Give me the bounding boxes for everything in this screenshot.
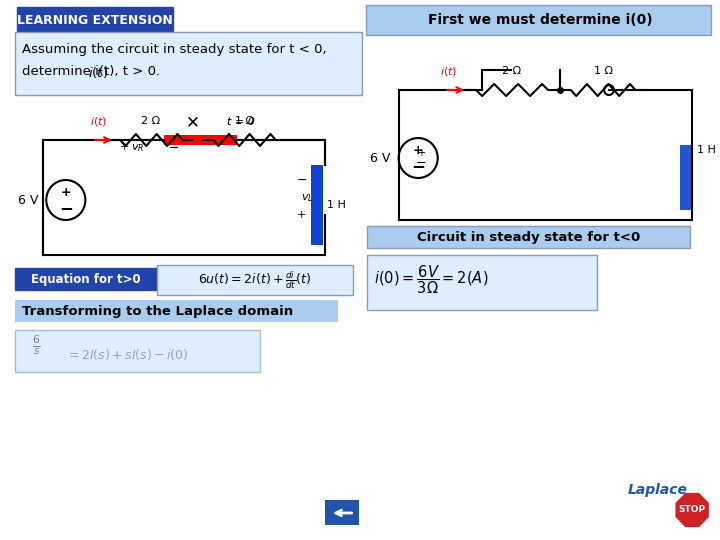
Bar — [367, 226, 690, 248]
Text: 2 Ω: 2 Ω — [141, 116, 161, 126]
Text: 1 Ω: 1 Ω — [235, 116, 254, 126]
Text: Circuit in steady state for t<0: Circuit in steady state for t<0 — [417, 231, 640, 244]
Text: Laplace: Laplace — [628, 483, 688, 497]
Text: $v_L$: $v_L$ — [301, 192, 313, 204]
Polygon shape — [674, 491, 710, 529]
Bar — [15, 32, 362, 95]
FancyBboxPatch shape — [15, 268, 157, 290]
Bar — [163, 135, 237, 145]
Bar — [680, 145, 692, 210]
Text: LEARNING EXTENSION: LEARNING EXTENSION — [17, 14, 173, 26]
Text: 1 Ω: 1 Ω — [593, 66, 613, 76]
Text: $i(t)$: $i(t)$ — [440, 65, 457, 78]
Bar — [15, 300, 338, 322]
Text: −: − — [411, 157, 425, 175]
Text: 6 V: 6 V — [18, 193, 38, 206]
FancyBboxPatch shape — [17, 7, 174, 32]
Text: ✕: ✕ — [186, 113, 200, 131]
Text: Assuming the circuit in steady state for t < 0,: Assuming the circuit in steady state for… — [22, 44, 326, 57]
Text: 2 Ω: 2 Ω — [502, 66, 521, 76]
Text: Transforming to the Laplace domain: Transforming to the Laplace domain — [22, 305, 293, 318]
Text: 6 V: 6 V — [370, 152, 391, 165]
Text: −: − — [59, 199, 73, 217]
Text: +: + — [60, 186, 71, 199]
Text: determine i(t), t > 0.: determine i(t), t > 0. — [22, 65, 160, 78]
Text: Equation for t>0: Equation for t>0 — [30, 273, 140, 286]
Text: $6u(t) = 2i(t) + \frac{di}{dt}(t)$: $6u(t) = 2i(t) + \frac{di}{dt}(t)$ — [198, 269, 312, 291]
Text: $i(0) = \dfrac{6V}{3\Omega} = 2(A)$: $i(0) = \dfrac{6V}{3\Omega} = 2(A)$ — [374, 264, 488, 296]
Text: $\frac{6}{s}$: $\frac{6}{s}$ — [32, 333, 40, 357]
Text: $i(t)$: $i(t)$ — [90, 115, 107, 128]
Text: 1 H: 1 H — [697, 145, 716, 155]
Bar — [366, 5, 711, 35]
Text: First we must determine i(0): First we must determine i(0) — [428, 13, 653, 27]
Bar — [325, 500, 359, 525]
Text: $i(t)$: $i(t)$ — [89, 64, 109, 79]
Bar — [312, 165, 323, 245]
Text: t = 0: t = 0 — [228, 117, 255, 127]
Bar — [15, 330, 260, 372]
Text: −: − — [297, 173, 307, 186]
Bar — [367, 255, 597, 310]
Text: −: − — [168, 142, 179, 155]
Text: $v_R$: $v_R$ — [130, 142, 144, 154]
Bar — [157, 265, 353, 295]
Text: $= 2I(s) + sI(s) - i(0)$: $= 2I(s) + sI(s) - i(0)$ — [66, 348, 189, 362]
Text: +: + — [417, 148, 425, 158]
Text: −: − — [416, 157, 426, 170]
Text: +: + — [120, 142, 129, 152]
Text: 1 H: 1 H — [327, 200, 346, 210]
Text: STOP: STOP — [678, 505, 706, 515]
Text: +: + — [297, 210, 307, 220]
Text: +: + — [413, 144, 423, 157]
